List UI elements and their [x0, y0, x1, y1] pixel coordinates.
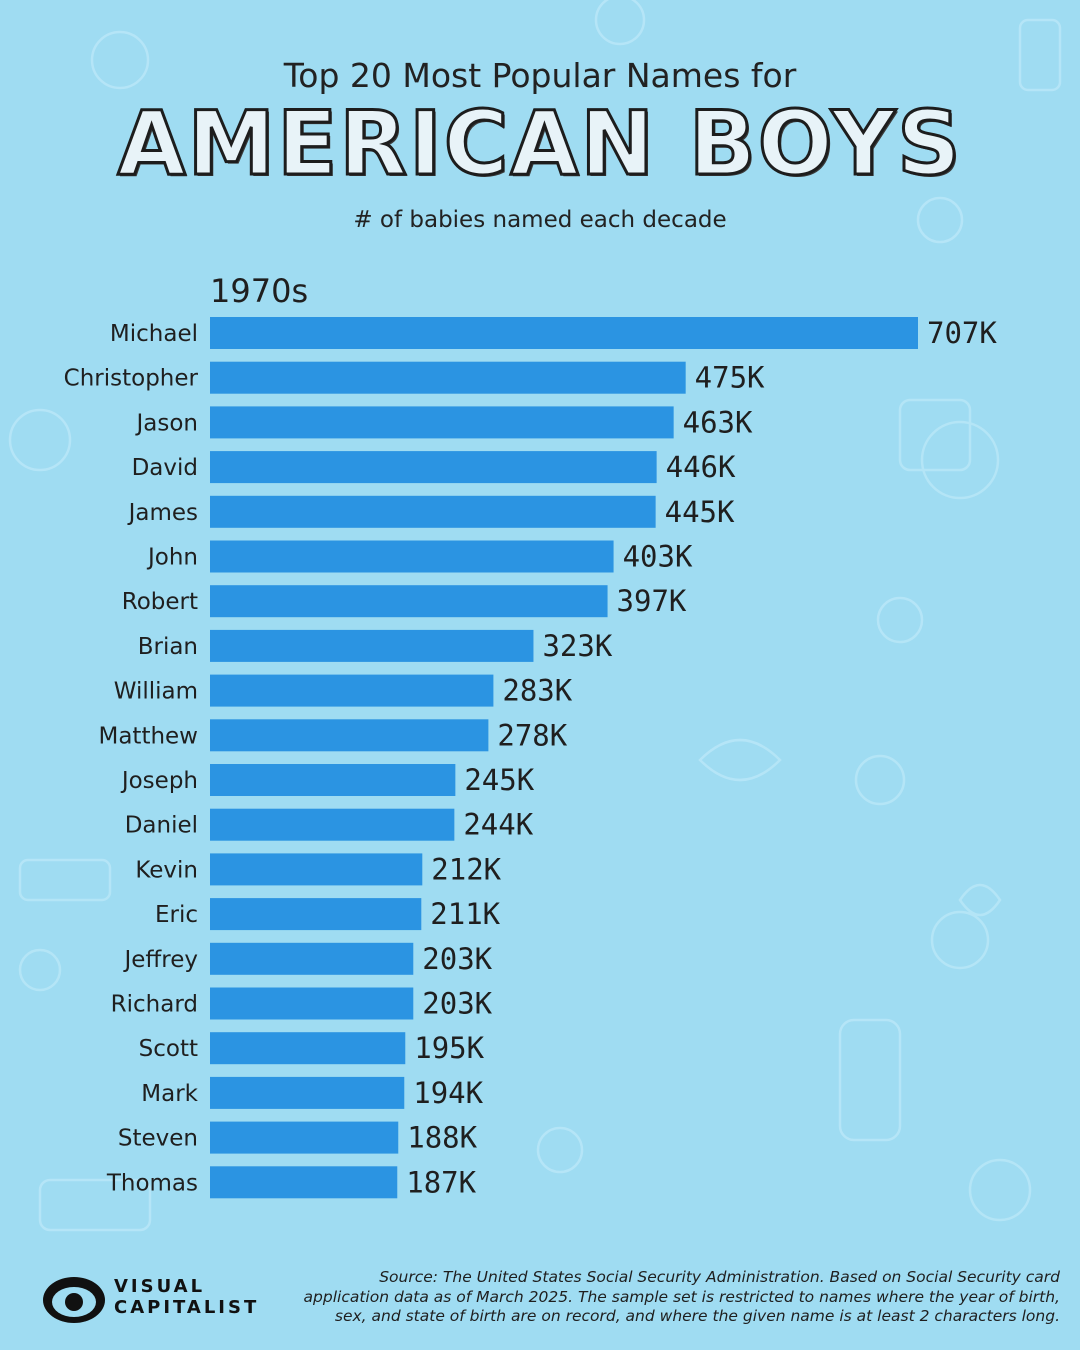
value-label: 446K — [666, 450, 736, 484]
value-label: 211K — [430, 897, 500, 931]
category-label: David — [132, 455, 198, 481]
value-label: 475K — [695, 361, 765, 395]
category-label: Jason — [134, 410, 198, 436]
value-label: 195K — [414, 1031, 484, 1065]
bar-john — [210, 540, 614, 573]
category-label: James — [127, 500, 198, 526]
chart-subtitle: # of babies named each decade — [353, 207, 727, 233]
bar-james — [210, 495, 656, 528]
bar-matthew — [210, 719, 489, 752]
bar-christopher — [210, 361, 686, 394]
category-label: Christopher — [64, 366, 199, 392]
value-label: 203K — [422, 942, 492, 976]
value-label: 187K — [406, 1165, 476, 1199]
bar-william — [210, 674, 494, 707]
visual-capitalist-logo: VISUAL CAPITALIST — [40, 1274, 270, 1330]
logo-text-line1: VISUAL — [114, 1276, 206, 1297]
value-label: 194K — [413, 1076, 483, 1110]
value-label: 203K — [422, 987, 492, 1021]
value-label: 278K — [497, 718, 567, 752]
source-line-1: Source: The United States Social Securit… — [379, 1268, 1060, 1286]
value-label: 212K — [431, 852, 501, 886]
category-label: Mark — [141, 1081, 198, 1107]
bar-mark — [210, 1076, 405, 1109]
value-label: 188K — [407, 1121, 477, 1155]
bar-michael — [210, 317, 918, 349]
category-label: Steven — [118, 1126, 198, 1152]
source-note: Source: The United States Social Securit… — [260, 1268, 1060, 1327]
category-label: Thomas — [106, 1170, 198, 1196]
category-label: Michael — [110, 321, 198, 347]
bar-daniel — [210, 808, 455, 841]
value-label: 283K — [502, 674, 572, 708]
bar-eric — [210, 898, 422, 931]
logo-icon — [43, 1277, 105, 1323]
bar-steven — [210, 1121, 399, 1154]
category-label: Jeffrey — [123, 947, 199, 973]
category-label: Brian — [138, 634, 198, 660]
value-label: 323K — [542, 629, 612, 663]
bar-joseph — [210, 764, 456, 796]
chart-title-main: AMERICAN BOYS — [116, 91, 963, 197]
category-label: Eric — [155, 902, 198, 928]
category-label: Scott — [139, 1036, 198, 1062]
bar-chart: 1970s Michael 707K Christopher 475K Jason 463K… — [64, 272, 998, 1199]
category-label: Joseph — [120, 768, 198, 794]
bar-jeffrey — [210, 942, 414, 975]
category-label: Richard — [111, 992, 198, 1018]
bar-scott — [210, 1032, 406, 1065]
category-label: William — [114, 679, 198, 705]
source-line-3: sex, and state of birth are on record, a… — [334, 1307, 1060, 1325]
value-label: 707K — [927, 316, 997, 350]
category-label: Robert — [122, 589, 198, 615]
value-label: 245K — [464, 763, 534, 797]
bar-robert — [210, 585, 608, 618]
value-label: 463K — [683, 405, 753, 439]
source-line-2: application data as of March 2025. The s… — [303, 1287, 1060, 1306]
bar-kevin — [210, 853, 423, 886]
bar-richard — [210, 987, 414, 1020]
value-label: 244K — [463, 808, 533, 842]
bar-david — [210, 451, 657, 484]
value-label: 403K — [623, 540, 693, 574]
value-label: 445K — [665, 495, 735, 529]
value-label: 397K — [617, 584, 687, 618]
category-label: Daniel — [125, 813, 198, 839]
decade-label: 1970s — [210, 272, 308, 310]
category-label: Kevin — [135, 857, 198, 883]
bar-thomas — [210, 1166, 398, 1199]
chart-title-line1: Top 20 Most Popular Names for — [283, 56, 797, 95]
bar-jason — [210, 406, 674, 439]
category-label: Matthew — [98, 723, 198, 749]
logo-text-line2: CAPITALIST — [114, 1297, 260, 1318]
bar-brian — [210, 629, 534, 662]
category-label: John — [146, 545, 198, 571]
